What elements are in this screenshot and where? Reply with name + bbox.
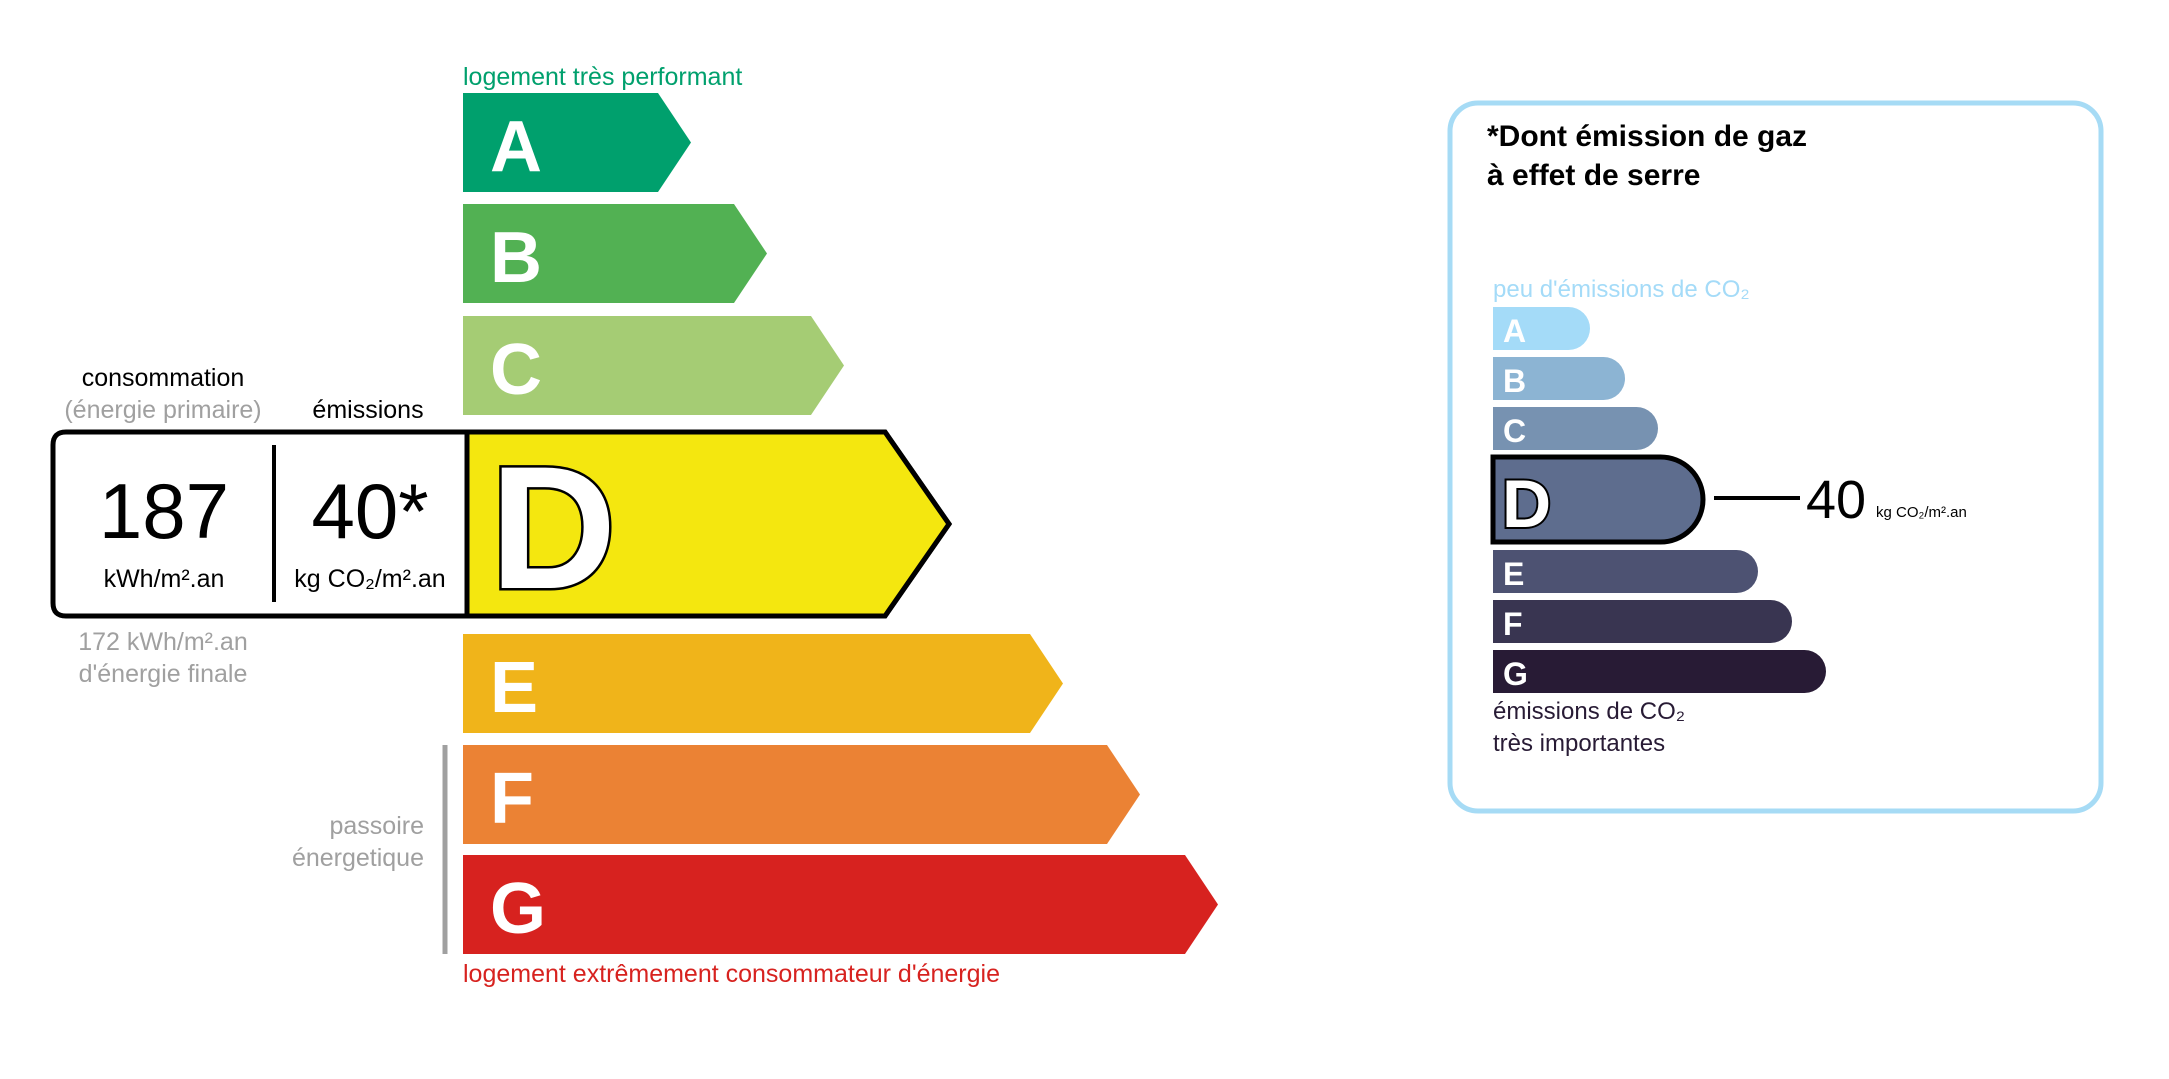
consumption-label: consommation bbox=[82, 364, 245, 392]
energy-class-letter: F bbox=[490, 759, 534, 839]
ges-current-letter: D bbox=[1502, 466, 1551, 542]
ges-bar-C bbox=[1493, 407, 1658, 450]
consumption-unit: kWh/m².an bbox=[104, 565, 225, 593]
energy-bar-A bbox=[463, 93, 691, 192]
ges-bar-F bbox=[1493, 600, 1792, 643]
ges-class-letter: F bbox=[1503, 606, 1523, 642]
ges-bar-A bbox=[1493, 307, 1590, 350]
ges-value: 40 bbox=[1806, 470, 1866, 530]
energy-class-letter: C bbox=[490, 330, 542, 410]
ges-class-letter: B bbox=[1503, 363, 1526, 399]
emissions-value: 40* bbox=[311, 467, 428, 555]
passoire-label-1: passoire bbox=[330, 812, 425, 840]
consumption-value: 187 bbox=[99, 467, 229, 555]
ges-bar-E bbox=[1493, 550, 1758, 593]
energy-bar-E bbox=[463, 634, 1063, 733]
energy-bottom-label: logement extrêmement consommateur d'éner… bbox=[463, 960, 1000, 988]
ges-bar-G bbox=[1493, 650, 1826, 693]
energy-bar-B bbox=[463, 204, 767, 303]
ges-bar-B bbox=[1493, 357, 1625, 400]
ges-title-1: *Dont émission de gaz bbox=[1487, 120, 1807, 153]
energy-top-label: logement très performant bbox=[463, 63, 742, 91]
emissions-label: émissions bbox=[312, 396, 423, 424]
ges-bottom-label-2: très importantes bbox=[1493, 730, 1665, 757]
ges-bar-D bbox=[1490, 454, 1706, 545]
energy-bar-C bbox=[463, 316, 844, 415]
primary-energy-label: (énergie primaire) bbox=[64, 396, 261, 424]
ges-class-letter: A bbox=[1503, 313, 1526, 349]
passoire-label-2: énergetique bbox=[292, 844, 424, 872]
ges-class-letter: E bbox=[1503, 556, 1524, 592]
final-energy-label: d'énergie finale bbox=[79, 660, 248, 688]
energy-class-letter: A bbox=[490, 107, 542, 187]
ges-class-letter: G bbox=[1503, 656, 1528, 692]
energy-bar-F bbox=[463, 745, 1140, 844]
ges-top-label: peu d'émissions de CO₂ bbox=[1493, 276, 1750, 303]
energy-class-letter: E bbox=[490, 648, 538, 728]
ges-title-2: à effet de serre bbox=[1487, 159, 1700, 192]
energy-class-letter: G bbox=[490, 869, 546, 949]
energy-bar-D bbox=[464, 429, 953, 619]
emissions-unit: kg CO₂/m².an bbox=[294, 565, 445, 593]
energy-bar-G bbox=[463, 855, 1218, 954]
final-energy-value: 172 kWh/m².an bbox=[78, 628, 248, 656]
energy-class-letter: B bbox=[490, 218, 542, 298]
ges-class-letter: C bbox=[1503, 413, 1526, 449]
ges-bottom-label-1: émissions de CO₂ bbox=[1493, 698, 1685, 725]
ges-unit: kg CO₂/m².an bbox=[1876, 504, 1967, 521]
energy-current-letter: D bbox=[490, 431, 616, 626]
